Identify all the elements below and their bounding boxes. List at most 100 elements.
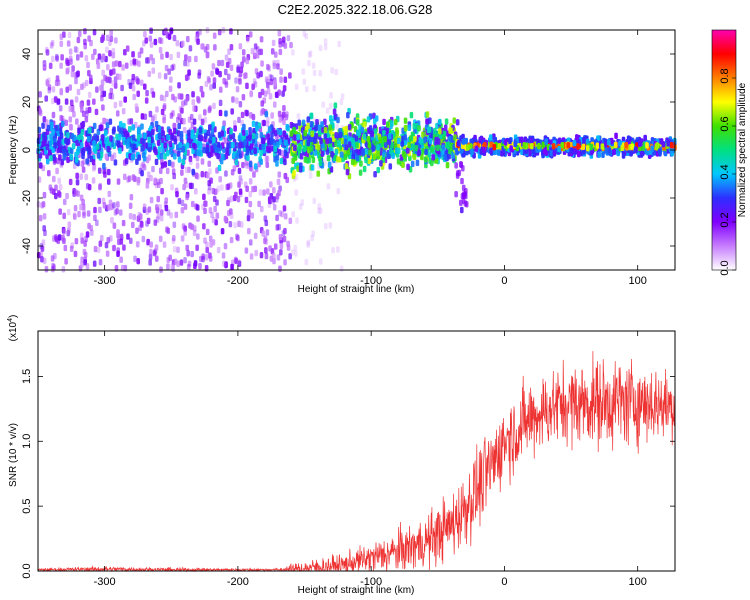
spectrogram-cell xyxy=(343,153,348,161)
spectrogram-cell xyxy=(182,126,187,134)
spectrogram-cell xyxy=(211,187,216,195)
spectrogram-cell xyxy=(51,55,55,63)
spectrogram-cell xyxy=(264,156,269,163)
spectrogram-cell xyxy=(113,101,118,109)
spectrogram-cell xyxy=(80,237,85,244)
spectrogram-cell xyxy=(272,187,276,194)
spectrogram-cell xyxy=(137,211,142,219)
spectrogram-cell xyxy=(621,152,626,159)
spectrogram-cell xyxy=(312,69,317,77)
spectrogram-x-tick-label: -300 xyxy=(94,275,116,287)
spectrogram-cell xyxy=(250,165,254,173)
spectrogram-cell xyxy=(199,135,204,142)
spectrogram-cell xyxy=(172,172,176,180)
spectrogram-cell xyxy=(155,106,159,113)
spectrogram-cell xyxy=(241,49,246,56)
spectrogram-cell xyxy=(274,91,279,98)
spectrogram-cell xyxy=(121,219,126,227)
spectrogram-cell xyxy=(196,95,200,103)
snr-scale-exponent: 4 xyxy=(7,318,14,322)
spectrogram-x-ticks: -300 -200 -100 0 100 xyxy=(94,30,647,287)
spectrogram-cell xyxy=(138,224,142,232)
spectrogram-cell xyxy=(320,121,324,128)
spectrogram-cell xyxy=(170,134,174,141)
spectrogram-cell xyxy=(282,104,286,112)
spectrogram-cell xyxy=(58,105,63,112)
spectrogram-cell xyxy=(145,57,149,64)
spectrogram-cell xyxy=(217,164,222,172)
spectrogram-cell xyxy=(463,191,467,198)
spectrogram-cell xyxy=(173,258,178,265)
spectrogram-cell xyxy=(260,60,264,67)
spectrogram-cell xyxy=(281,111,286,119)
spectrogram-cell xyxy=(630,143,635,150)
spectrogram-cell xyxy=(54,184,58,191)
spectrogram-cell xyxy=(200,43,204,50)
spectrogram-cell xyxy=(326,154,331,162)
spectrogram-cell xyxy=(320,150,325,157)
spectrogram-cell xyxy=(142,83,147,90)
spectrogram-cell xyxy=(323,127,328,134)
spectrogram-cell xyxy=(48,62,53,69)
spectrogram-cell xyxy=(47,149,52,156)
spectrogram-cell xyxy=(317,207,321,214)
spectrogram-cell xyxy=(176,150,181,158)
spectrogram-cell xyxy=(109,69,113,76)
spectrogram-cell xyxy=(131,221,135,229)
spectrogram-cell xyxy=(127,78,131,86)
spectrogram-cell xyxy=(222,120,226,127)
spectrogram-cell xyxy=(452,117,457,124)
spectrogram-cell xyxy=(102,117,106,125)
spectrogram-cell xyxy=(266,133,270,140)
spectrogram-cell xyxy=(191,98,196,106)
spectrogram-cell xyxy=(57,191,62,198)
spectrogram-cell xyxy=(229,28,233,35)
spectrogram-cell xyxy=(75,172,79,180)
spectrogram-cell xyxy=(196,215,200,222)
spectrogram-cell xyxy=(115,133,119,140)
spectrogram-cell xyxy=(41,122,45,129)
spectrogram-cell xyxy=(544,138,549,145)
spectrogram-cell xyxy=(444,118,449,125)
spectrogram-cell xyxy=(407,141,411,149)
spectrogram-cell xyxy=(613,141,618,148)
spectrogram-cell xyxy=(62,198,67,206)
spectrogram-cell xyxy=(259,149,263,157)
spectrogram-cell xyxy=(262,119,266,127)
spectrogram-cell xyxy=(266,81,270,89)
spectrogram-cell xyxy=(49,133,53,140)
spectrogram-cell xyxy=(181,40,185,47)
spectrogram-cell xyxy=(208,255,213,262)
spectrogram-cell xyxy=(157,146,162,153)
spectrogram-cell xyxy=(123,128,127,135)
spectrogram-cell xyxy=(115,110,120,117)
spectrogram-cell xyxy=(211,63,216,70)
spectrogram-cell xyxy=(207,179,212,187)
spectrogram-cell xyxy=(156,139,161,147)
spectrogram-cell xyxy=(147,70,152,78)
spectrogram-cell xyxy=(118,134,122,141)
spectrogram-cell xyxy=(263,237,267,245)
spectrogram-cell xyxy=(325,137,329,145)
spectrogram-cell xyxy=(204,254,209,261)
spectrogram-cell xyxy=(296,133,300,141)
spectrogram-cell xyxy=(346,112,350,119)
spectrogram-cell xyxy=(52,235,56,242)
spectrogram-cell xyxy=(576,150,581,158)
spectrogram-cell xyxy=(356,129,361,137)
spectrogram-cell xyxy=(181,100,185,107)
spectrogram-cell xyxy=(278,209,282,217)
spectrogram-cell xyxy=(110,154,114,161)
spectrogram-cell xyxy=(105,76,109,83)
spectrogram-cell xyxy=(193,260,198,267)
spectrogram-cell xyxy=(209,150,214,157)
spectrogram-cell xyxy=(75,54,80,61)
spectrogram-cell xyxy=(176,51,181,59)
spectrogram-cell xyxy=(250,47,255,55)
spectrogram-cell xyxy=(171,122,176,130)
spectrogram-cell xyxy=(69,124,73,131)
spectrogram-cell xyxy=(265,155,270,162)
spectrogram-cell xyxy=(522,142,527,149)
spectrogram-cell xyxy=(391,152,395,159)
spectrogram-cell xyxy=(51,262,55,270)
